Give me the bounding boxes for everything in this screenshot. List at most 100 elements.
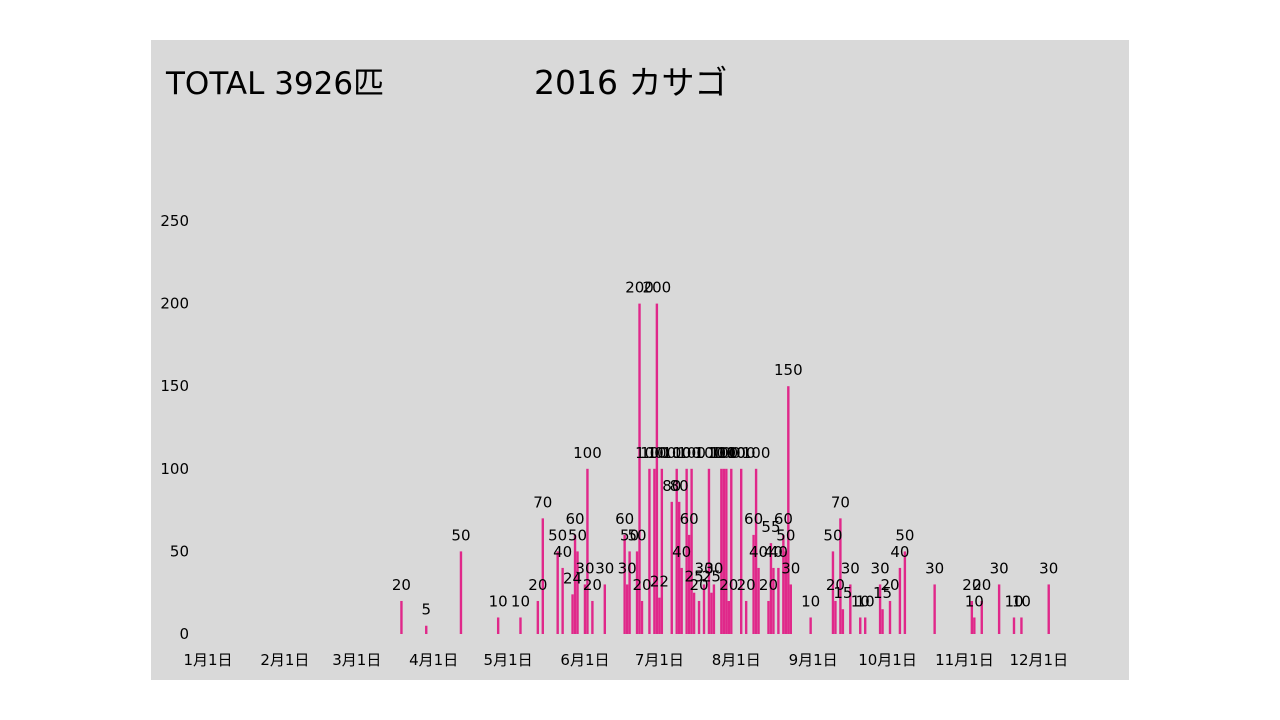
bar	[690, 468, 693, 634]
data-label: 80	[662, 477, 681, 495]
bar	[692, 592, 696, 634]
bar	[573, 534, 577, 634]
data-label: 60	[744, 510, 763, 528]
bar	[648, 468, 651, 634]
data-label: 10	[856, 592, 875, 610]
bar	[997, 584, 1001, 634]
x-tick-label: 12月1日	[1009, 651, 1068, 669]
x-tick-label: 4月1日	[409, 651, 458, 669]
data-label: 25	[685, 568, 704, 586]
bars-group	[400, 303, 1050, 634]
data-label: 100	[707, 444, 736, 462]
y-tick-label: 250	[160, 212, 189, 230]
bar	[834, 600, 837, 634]
data-label: 10	[801, 592, 820, 610]
data-label: 55	[761, 518, 780, 536]
chart-title: 2016 カサゴ	[534, 63, 728, 102]
data-label: 100	[717, 444, 746, 462]
data-label: 100	[712, 444, 741, 462]
data-label: 200	[643, 279, 672, 297]
bar	[740, 468, 743, 634]
bar	[712, 584, 716, 634]
bar	[685, 468, 688, 634]
bar	[980, 600, 983, 634]
bar	[586, 468, 589, 634]
data-label: 50	[895, 526, 914, 544]
data-label: 40	[764, 543, 783, 561]
bar	[670, 501, 673, 634]
x-axis-ticks: 1月1日 2月1日 3月1日 4月1日 5月1日 6月1日 7月1日 8月1日 9月1日 10月1…	[183, 651, 1068, 669]
data-label: 20	[962, 576, 981, 594]
x-tick-label: 3月1日	[332, 651, 381, 669]
data-label: 70	[831, 493, 850, 511]
bar	[536, 600, 540, 634]
bar	[655, 303, 659, 634]
bar	[556, 551, 559, 634]
bar	[638, 303, 641, 634]
data-label: 80	[670, 477, 689, 495]
x-tick-label: 7月1日	[635, 651, 684, 669]
bar	[625, 584, 629, 634]
bar	[839, 518, 842, 634]
data-label: 20	[719, 576, 738, 594]
x-tick-label: 11月1日	[935, 651, 994, 669]
bar	[710, 592, 713, 634]
data-label: 100	[662, 444, 691, 462]
bar	[754, 468, 758, 634]
data-label: 60	[680, 510, 699, 528]
x-tick-label: 8月1日	[712, 651, 761, 669]
data-label: 20	[689, 576, 708, 594]
bar	[640, 600, 644, 634]
bar	[878, 584, 882, 634]
bar	[777, 567, 780, 634]
data-label: 30	[990, 559, 1009, 577]
data-label: 100	[677, 444, 706, 462]
y-tick-label: 50	[170, 542, 189, 560]
bar	[1020, 617, 1023, 634]
bar	[400, 600, 403, 634]
data-label: 50	[451, 526, 470, 544]
bar	[603, 584, 606, 634]
x-tick-label: 5月1日	[484, 651, 533, 669]
bar	[831, 551, 835, 634]
bar	[722, 468, 726, 634]
bar	[767, 600, 770, 634]
data-label: 10	[489, 592, 508, 610]
bar	[571, 594, 574, 634]
y-tick-label: 200	[160, 295, 189, 313]
bar	[973, 617, 976, 634]
data-label: 50	[548, 526, 567, 544]
bar	[635, 551, 639, 634]
bar	[496, 617, 500, 634]
data-label: 70	[533, 493, 552, 511]
data-label: 200	[625, 279, 654, 297]
bar	[660, 468, 664, 634]
bar	[888, 600, 892, 634]
bar	[787, 386, 790, 634]
data-label: 100	[573, 444, 602, 462]
data-label: 20	[737, 576, 756, 594]
data-label: 50	[568, 526, 587, 544]
data-label: 100	[727, 444, 756, 462]
bar	[583, 584, 587, 634]
data-label: 20	[972, 576, 991, 594]
bar	[678, 501, 681, 634]
bar	[730, 468, 733, 634]
data-label: 40	[553, 543, 572, 561]
data-label: 40	[672, 543, 691, 561]
data-label: 60	[565, 510, 584, 528]
y-axis-ticks: 0 50 100 150 200 250	[160, 212, 189, 643]
bar	[541, 518, 544, 634]
data-label: 20	[759, 576, 778, 594]
data-label: 30	[618, 559, 637, 577]
bar	[970, 600, 974, 634]
bar	[697, 600, 701, 634]
bar	[707, 468, 711, 634]
data-label: 50	[620, 526, 639, 544]
bar	[561, 567, 564, 634]
data-label: 100	[635, 444, 664, 462]
bar	[769, 543, 773, 634]
bar	[576, 551, 579, 634]
bar	[720, 468, 723, 634]
